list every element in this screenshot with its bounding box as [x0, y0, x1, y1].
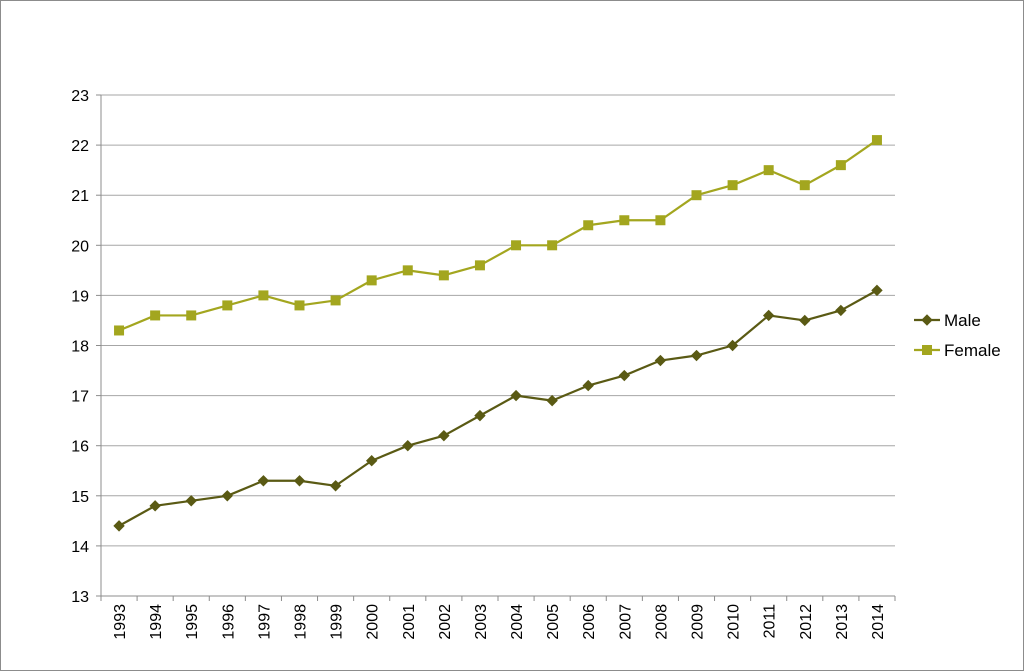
data-point [222, 300, 233, 311]
x-tick-label: 2010 [726, 604, 743, 640]
data-point [583, 220, 594, 231]
data-point [871, 284, 883, 297]
x-tick-label: 2002 [437, 604, 454, 640]
x-tick-label: 2000 [365, 604, 382, 640]
x-tick-label: 2014 [870, 604, 887, 640]
data-point [474, 260, 485, 271]
data-point [799, 180, 810, 191]
data-point [293, 475, 306, 487]
legend-marker [921, 314, 933, 326]
data-point [510, 389, 522, 402]
data-point [438, 270, 449, 281]
x-tick-label: 2008 [653, 604, 670, 640]
data-point [294, 300, 305, 311]
x-tick-label: 2013 [834, 604, 851, 640]
y-tick-label: 13 [71, 589, 89, 606]
data-point [185, 495, 197, 507]
data-point [402, 439, 414, 452]
data-point [546, 394, 558, 407]
x-tick-label: 2007 [617, 604, 634, 640]
data-point [149, 500, 161, 512]
x-tick-label: 1996 [220, 604, 237, 640]
x-tick-label: 2009 [690, 604, 707, 640]
data-point [690, 349, 703, 362]
data-point [835, 304, 847, 317]
data-point [402, 265, 413, 276]
data-point [474, 409, 486, 422]
x-tick-label: 2003 [473, 604, 490, 640]
series-male [113, 284, 883, 532]
data-point [618, 369, 631, 382]
data-point [114, 325, 125, 336]
x-tick-label: 1998 [293, 604, 310, 640]
series-layer [113, 135, 883, 532]
data-point [655, 215, 666, 226]
x-tick-label: 2005 [545, 604, 562, 640]
y-tick-label: 14 [71, 539, 89, 556]
legend: Male Female [914, 311, 1001, 360]
data-point [257, 475, 270, 487]
data-point [726, 339, 739, 352]
x-tick-label: 2004 [509, 604, 526, 640]
data-point [871, 135, 882, 146]
x-tick-label: 2011 [762, 604, 779, 639]
tick-labels: 13 14 15 16 17 18 19 20 21 22 23 1993 1994 1995 1996 19… [71, 88, 887, 640]
data-point [258, 290, 269, 301]
legend-label: Female [944, 341, 1001, 360]
data-point [654, 354, 667, 367]
data-point [330, 295, 341, 306]
data-point [329, 480, 342, 492]
x-tick-label: 1993 [112, 604, 129, 640]
x-tick-label: 1995 [184, 604, 201, 640]
legend-marker [922, 345, 932, 355]
data-point [582, 379, 594, 392]
axes [96, 94, 896, 601]
data-point [221, 490, 234, 502]
data-point [365, 455, 378, 467]
data-point [762, 309, 775, 322]
series-female [114, 135, 882, 336]
series-line [118, 289, 878, 527]
data-point [727, 180, 738, 191]
x-tick-label: 2012 [798, 604, 815, 640]
y-tick-label: 20 [71, 238, 89, 255]
data-point [619, 215, 630, 226]
y-tick-label: 15 [71, 489, 89, 506]
gridlines [101, 94, 895, 547]
data-point [150, 310, 161, 321]
y-tick-label: 22 [71, 138, 89, 155]
y-tick-label: 17 [71, 389, 89, 406]
x-tick-label: 1994 [148, 604, 165, 640]
data-point [835, 160, 846, 171]
legend-item-female: Female [914, 341, 1001, 360]
x-tick-label: 2006 [581, 604, 598, 640]
legend-label: Male [944, 311, 981, 330]
data-point [691, 190, 702, 201]
series-line [118, 139, 878, 332]
y-tick-label: 16 [71, 439, 89, 456]
y-tick-label: 19 [71, 288, 89, 305]
data-point [438, 429, 450, 442]
data-point [763, 165, 774, 176]
data-point [511, 240, 522, 251]
data-point [113, 520, 125, 532]
data-point [799, 314, 811, 327]
y-tick-label: 21 [71, 188, 89, 205]
legend-item-male: Male [914, 311, 981, 330]
x-tick-label: 1997 [256, 604, 273, 640]
y-tick-label: 23 [71, 88, 89, 105]
x-tick-label: 2001 [401, 604, 418, 640]
data-point [547, 240, 558, 251]
data-point [186, 310, 197, 321]
x-tick-label: 1999 [329, 604, 346, 640]
data-point [366, 275, 377, 286]
y-tick-label: 18 [71, 339, 89, 356]
